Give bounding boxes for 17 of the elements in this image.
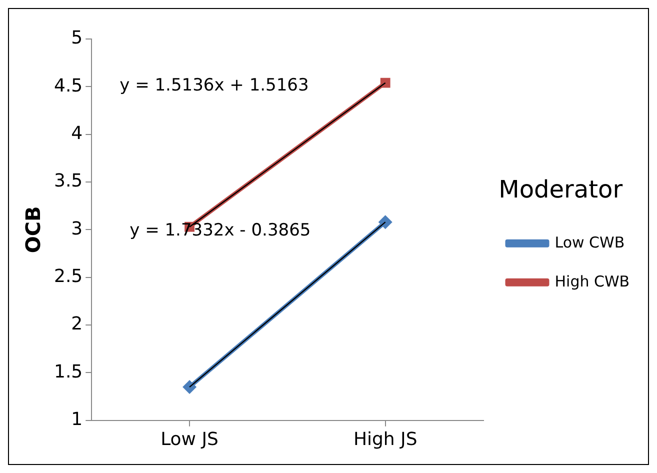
y-tick-label: 3.5 [54, 170, 83, 192]
y-tick-label: 2.5 [54, 266, 83, 288]
annotation: y = 1.5136x + 1.5163 [120, 75, 309, 96]
y-tick-label: 5 [71, 28, 83, 49]
legend-label: Low CWB [554, 233, 625, 252]
y-tick-label: 4 [71, 123, 83, 144]
legend-label: High CWB [554, 272, 630, 290]
y-tick-label: 1.5 [54, 361, 83, 382]
x-tick-label: Low JS [160, 428, 218, 450]
y-tick-label: 3 [71, 218, 83, 240]
annotation: y = 1.7332x - 0.3865 [130, 220, 311, 240]
legend-title: Moderator [498, 175, 623, 204]
x-tick-label: High JS [353, 428, 418, 450]
y-tick-label: 1 [71, 409, 83, 430]
y-axis-title: OCB [21, 206, 46, 254]
y-tick-label: 2 [71, 314, 83, 335]
y-tick-label: 4.5 [54, 75, 83, 96]
